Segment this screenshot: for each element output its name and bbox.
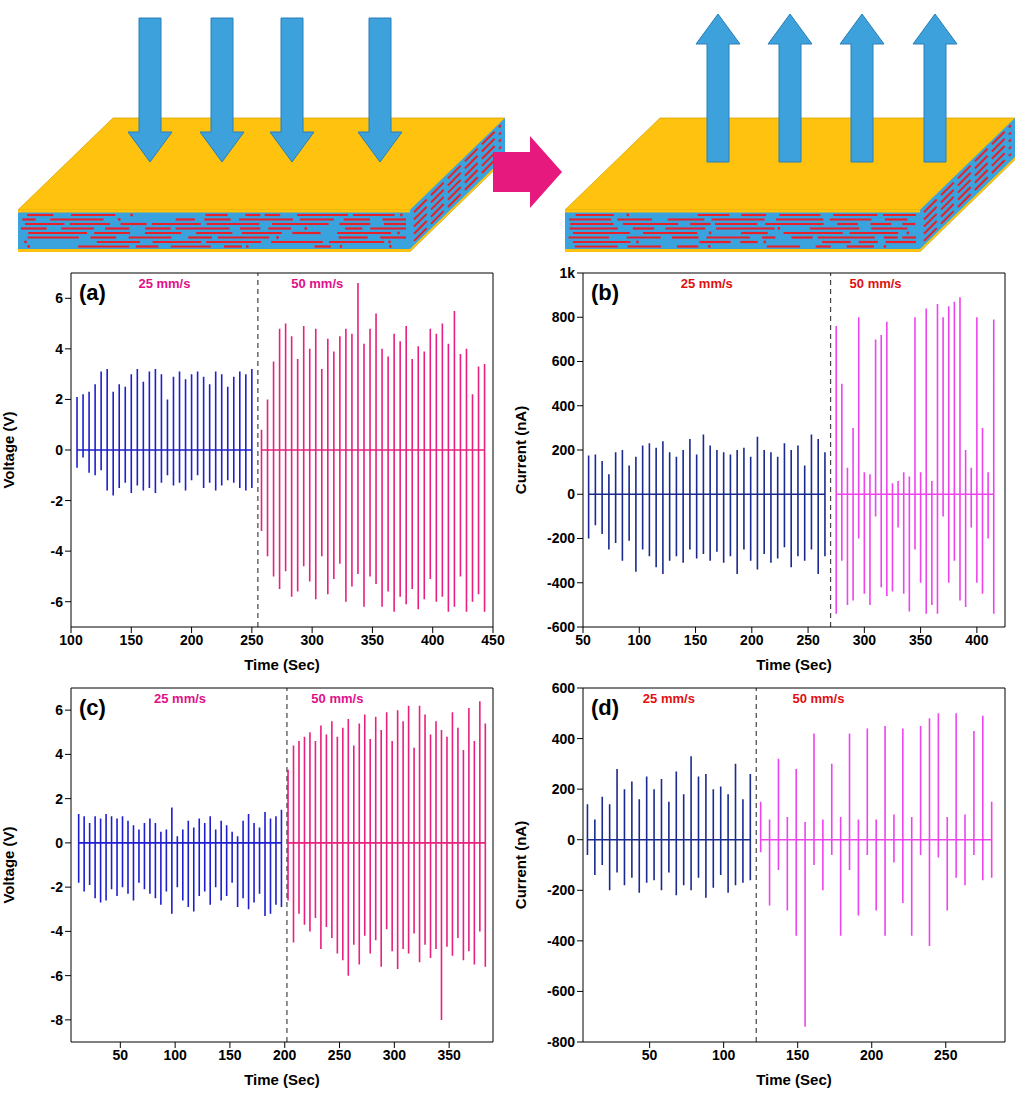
svg-text:50: 50 — [575, 632, 591, 648]
svg-text:600: 600 — [552, 680, 576, 696]
svg-text:150: 150 — [684, 632, 708, 648]
svg-text:-2: -2 — [51, 493, 64, 509]
svg-text:Voltage (V): Voltage (V) — [0, 826, 17, 903]
svg-text:4: 4 — [55, 746, 63, 762]
svg-text:200: 200 — [180, 632, 204, 648]
svg-text:50 mm/s: 50 mm/s — [311, 691, 363, 706]
svg-text:Current (nA): Current (nA) — [512, 821, 529, 909]
svg-text:25 mm/s: 25 mm/s — [643, 691, 695, 706]
svg-text:250: 250 — [934, 1047, 958, 1063]
svg-text:400: 400 — [965, 632, 989, 648]
svg-text:800: 800 — [552, 309, 576, 325]
svg-text:-400: -400 — [547, 575, 575, 591]
html-text:(a): (a) — [79, 280, 106, 305]
svg-text:-200: -200 — [547, 530, 575, 546]
svg-text:25 mm/s: 25 mm/s — [681, 276, 733, 291]
svg-text:400: 400 — [552, 731, 576, 747]
svg-text:-200: -200 — [547, 882, 575, 898]
svg-text:-2: -2 — [51, 879, 64, 895]
svg-text:350: 350 — [437, 1047, 461, 1063]
svg-text:2: 2 — [55, 791, 63, 807]
svg-text:-400: -400 — [547, 933, 575, 949]
svg-text:0: 0 — [55, 835, 63, 851]
svg-text:300: 300 — [383, 1047, 407, 1063]
svg-text:2: 2 — [55, 391, 63, 407]
svg-text:300: 300 — [300, 632, 324, 648]
svg-text:400: 400 — [421, 632, 445, 648]
svg-text:-6: -6 — [51, 968, 64, 984]
svg-text:100: 100 — [59, 632, 83, 648]
svg-text:-6: -6 — [51, 594, 64, 610]
svg-text:200: 200 — [740, 632, 764, 648]
svg-text:50 mm/s: 50 mm/s — [850, 276, 902, 291]
svg-text:450: 450 — [481, 632, 505, 648]
svg-text:-600: -600 — [547, 619, 575, 635]
svg-text:Time (Sec): Time (Sec) — [244, 1071, 320, 1088]
svg-text:25 mm/s: 25 mm/s — [154, 691, 206, 706]
html-text:(c): (c) — [79, 695, 106, 720]
svg-text:100: 100 — [712, 1047, 736, 1063]
svg-text:Current (nA): Current (nA) — [512, 406, 529, 494]
svg-text:25 mm/s: 25 mm/s — [138, 276, 190, 291]
svg-text:-600: -600 — [547, 983, 575, 999]
svg-text:-4: -4 — [51, 543, 64, 559]
svg-text:100: 100 — [628, 632, 652, 648]
svg-text:-800: -800 — [547, 1034, 575, 1050]
svg-text:6: 6 — [55, 290, 63, 306]
svg-text:4: 4 — [55, 341, 63, 357]
svg-text:Voltage (V): Voltage (V) — [0, 411, 17, 488]
svg-text:0: 0 — [55, 442, 63, 458]
svg-text:150: 150 — [120, 632, 144, 648]
svg-text:Time (Sec): Time (Sec) — [756, 656, 832, 673]
html-text:(b): (b) — [591, 280, 620, 305]
svg-text:400: 400 — [552, 398, 576, 414]
svg-text:200: 200 — [273, 1047, 297, 1063]
svg-text:150: 150 — [218, 1047, 242, 1063]
svg-text:50: 50 — [642, 1047, 658, 1063]
svg-text:50 mm/s: 50 mm/s — [792, 691, 844, 706]
svg-text:-8: -8 — [51, 1012, 64, 1028]
svg-text:200: 200 — [552, 442, 576, 458]
svg-text:250: 250 — [328, 1047, 352, 1063]
svg-text:6: 6 — [55, 702, 63, 718]
svg-text:-4: -4 — [51, 923, 64, 939]
svg-text:0: 0 — [567, 486, 575, 502]
svg-text:Time (Sec): Time (Sec) — [756, 1071, 832, 1088]
svg-text:150: 150 — [786, 1047, 810, 1063]
svg-text:1k: 1k — [559, 265, 575, 281]
svg-text:200: 200 — [860, 1047, 884, 1063]
svg-text:0: 0 — [567, 832, 575, 848]
svg-text:350: 350 — [909, 632, 933, 648]
svg-text:250: 250 — [240, 632, 264, 648]
svg-text:50: 50 — [113, 1047, 129, 1063]
svg-text:100: 100 — [163, 1047, 187, 1063]
svg-text:250: 250 — [796, 632, 820, 648]
svg-text:Time (Sec): Time (Sec) — [244, 656, 320, 673]
html-text:(d): (d) — [591, 695, 620, 720]
svg-text:50 mm/s: 50 mm/s — [291, 276, 343, 291]
svg-text:300: 300 — [853, 632, 877, 648]
svg-text:600: 600 — [552, 353, 576, 369]
svg-text:200: 200 — [552, 781, 576, 797]
svg-text:350: 350 — [361, 632, 385, 648]
